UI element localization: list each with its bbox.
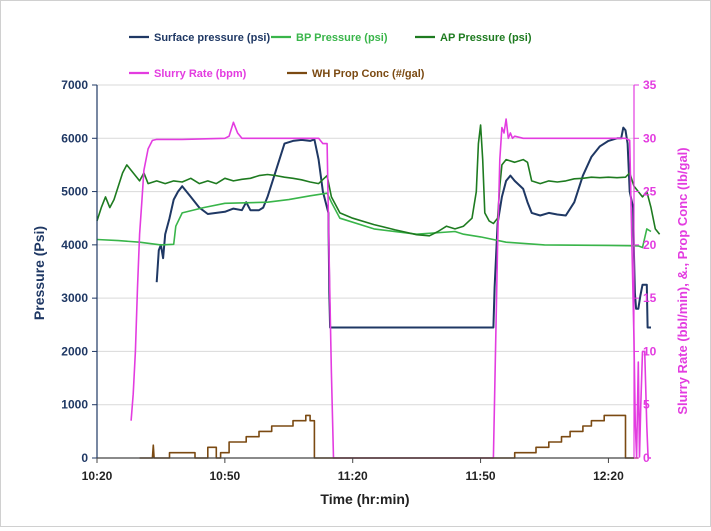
- left-tick-label: 4000: [61, 238, 88, 252]
- left-axis-title: Pressure (Psi): [31, 226, 47, 320]
- left-tick-label: 1000: [61, 398, 88, 412]
- legend-item: Surface pressure (psi): [129, 32, 270, 44]
- legend-label: AP Pressure (psi): [440, 32, 532, 44]
- x-tick-label: 10:20: [82, 469, 113, 483]
- legend-item: AP Pressure (psi): [415, 32, 532, 44]
- left-axis-ticks: 0 1000 2000 3000 4000 5000 6000 7000: [61, 78, 97, 465]
- x-tick-label: 11:50: [466, 469, 496, 483]
- right-tick-label: 25: [643, 185, 657, 199]
- series-layer: [96, 118, 661, 459]
- right-axis-title: Slurry Rate (bbl/min), &., Prop Conc (lb…: [675, 147, 690, 414]
- right-tick-label: 30: [643, 131, 657, 145]
- legend-label: Slurry Rate (bpm): [154, 68, 247, 80]
- left-tick-label: 2000: [61, 344, 88, 358]
- series-line-ap-pressure-psi: [96, 124, 661, 237]
- right-tick-label: 5: [643, 398, 650, 412]
- x-tick-label: 11:20: [338, 469, 368, 483]
- x-tick-label: 12:20: [593, 469, 624, 483]
- right-tick-label: 10: [643, 344, 657, 358]
- legend-label: Surface pressure (psi): [154, 32, 270, 44]
- x-axis-ticks: 10:20 10:50 11:20 11:50 12:20: [82, 458, 624, 483]
- right-tick-label: 0: [643, 451, 650, 465]
- axes: [96, 85, 635, 459]
- plot-area: [97, 85, 634, 458]
- left-tick-label: 5000: [61, 185, 88, 199]
- left-tick-label: 6000: [61, 131, 88, 145]
- left-tick-label: 7000: [61, 78, 88, 92]
- legend-item: Slurry Rate (bpm): [129, 68, 247, 80]
- left-tick-label: 0: [81, 451, 88, 465]
- legend: Surface pressure (psi) BP Pressure (psi) A…: [129, 32, 532, 80]
- x-tick-label: 10:50: [210, 469, 241, 483]
- right-tick-label: 20: [643, 238, 657, 252]
- legend-label: WH Prop Conc (#/gal): [312, 68, 425, 80]
- series-line-wh-prop-conc-gal: [139, 414, 639, 459]
- legend-label: BP Pressure (psi): [296, 32, 388, 44]
- legend-item: WH Prop Conc (#/gal): [287, 68, 425, 80]
- series-line-bp-pressure-psi: [96, 192, 652, 249]
- right-tick-label: 35: [643, 78, 657, 92]
- series-line-slurry-rate-bpm: [130, 118, 651, 459]
- x-axis-title: Time (hr:min): [320, 491, 409, 507]
- right-axis-ticks: 0 5 10 15 20 25 30 35: [634, 78, 657, 465]
- left-tick-label: 3000: [61, 291, 88, 305]
- right-tick-label: 15: [643, 291, 657, 305]
- legend-item: BP Pressure (psi): [271, 32, 388, 44]
